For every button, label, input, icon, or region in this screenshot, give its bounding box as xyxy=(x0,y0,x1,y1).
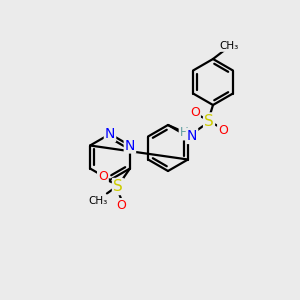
Text: S: S xyxy=(204,113,214,128)
Text: N: N xyxy=(105,127,115,141)
Text: O: O xyxy=(218,124,228,136)
Text: CH₃: CH₃ xyxy=(219,41,238,51)
Text: S: S xyxy=(113,179,123,194)
Text: H: H xyxy=(180,127,188,140)
Text: O: O xyxy=(116,199,126,212)
Text: O: O xyxy=(98,170,108,183)
Text: N: N xyxy=(125,139,135,152)
Text: N: N xyxy=(187,129,197,143)
Text: CH₃: CH₃ xyxy=(88,196,107,206)
Text: O: O xyxy=(190,106,200,118)
